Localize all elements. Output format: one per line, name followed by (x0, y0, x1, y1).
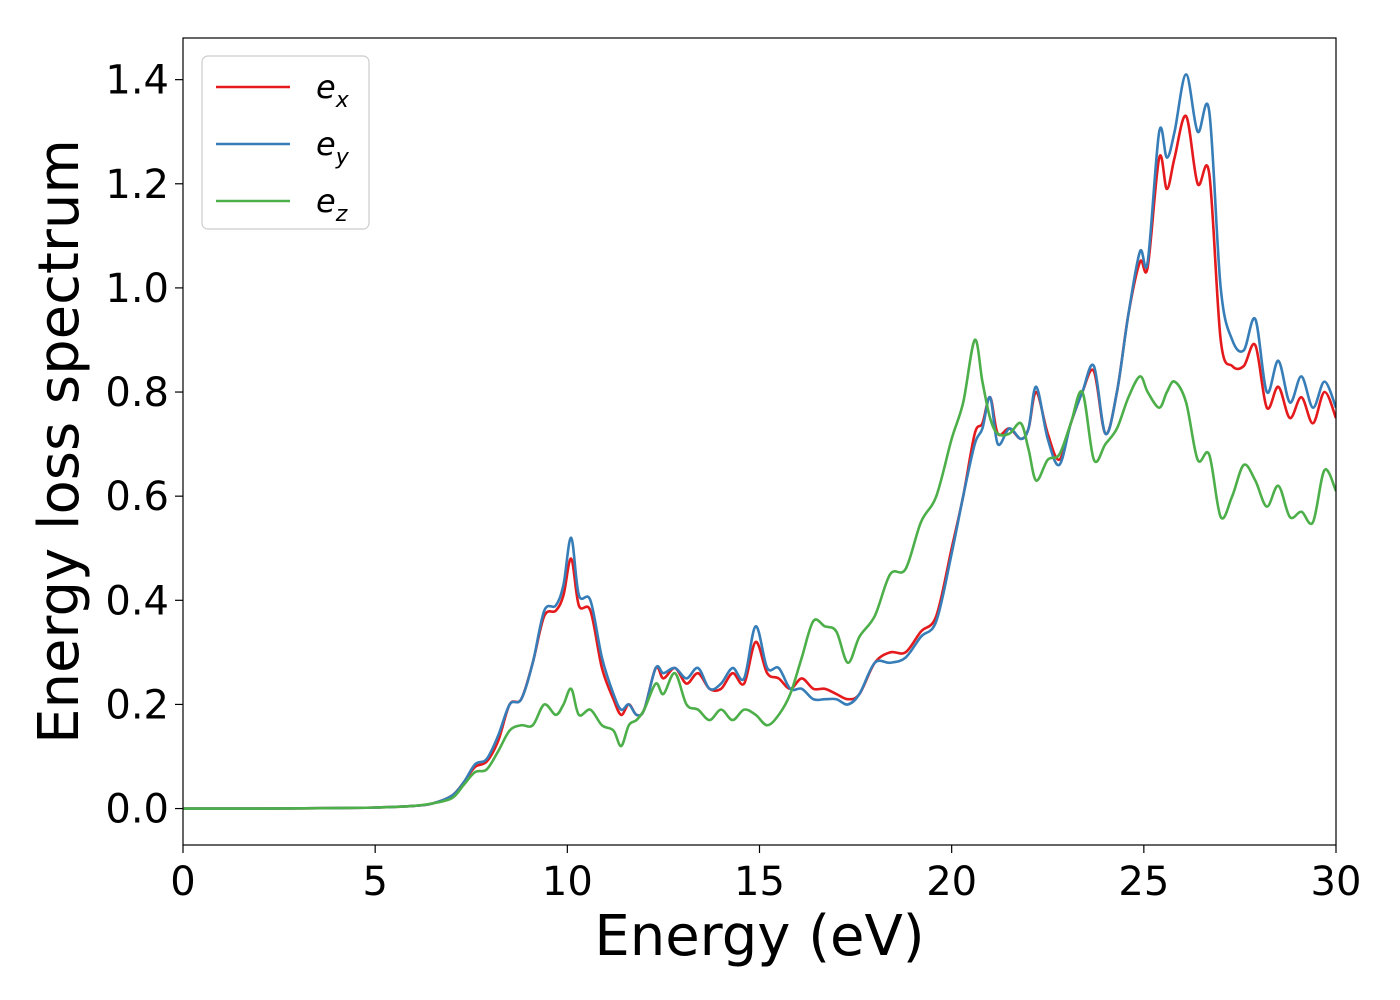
legend-label-e-x: ex (316, 68, 350, 113)
legend-box (201, 55, 370, 230)
y-tick-label: 0.2 (105, 682, 169, 728)
y-tick-label: 1.0 (105, 266, 169, 312)
x-tick-label: 0 (170, 859, 195, 905)
legend-label-main: e (316, 125, 336, 163)
legend-label-subscript: z (335, 202, 348, 227)
y-tick-label: 0.4 (105, 578, 169, 624)
legend-label-subscript: x (335, 88, 350, 113)
y-tick-label: 0.8 (105, 370, 169, 416)
x-axis-label: Energy (eV) (594, 904, 924, 969)
x-tick-label: 15 (734, 859, 785, 905)
legend-label-e-y: ey (316, 125, 350, 170)
x-tick-label: 30 (1311, 859, 1362, 905)
x-tick-label: 10 (542, 859, 593, 905)
legend-label-subscript: y (335, 145, 350, 170)
x-axis-ticks: 0 5 10 15 20 25 30 (170, 845, 1361, 905)
legend-label-main: e (316, 182, 336, 220)
series-layer (183, 73, 1336, 810)
y-tick-label: 1.2 (105, 162, 169, 208)
y-axis-label: Energy loss spectrum (27, 139, 92, 744)
legend-label-main: e (316, 68, 336, 106)
y-tick-label: 0.6 (105, 474, 169, 520)
series-line-e-z (183, 338, 1336, 810)
y-axis-ticks: 0.0 0.2 0.4 0.6 0.8 1.0 1.2 1.4 (105, 58, 183, 833)
legend-label-e-z: ez (316, 182, 348, 227)
x-tick-label: 20 (926, 859, 977, 905)
y-tick-label: 0.0 (105, 787, 169, 833)
x-tick-label: 25 (1118, 859, 1169, 905)
x-tick-label: 5 (362, 859, 387, 905)
series-line-e-y (183, 73, 1336, 810)
y-tick-label: 1.4 (105, 58, 169, 104)
